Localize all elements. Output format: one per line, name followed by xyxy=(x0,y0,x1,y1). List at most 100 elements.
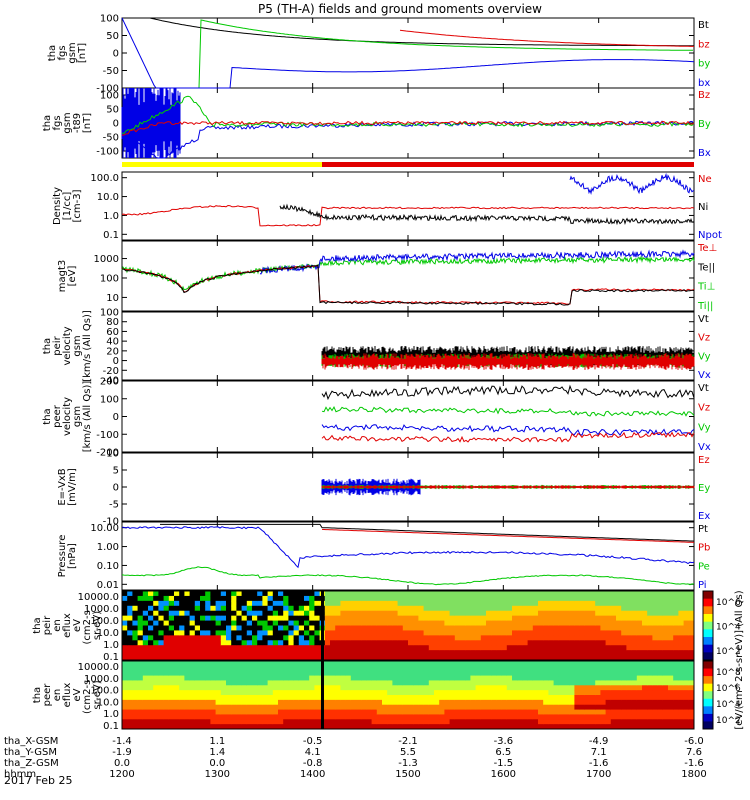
region-bar-red xyxy=(322,162,694,167)
y-tick-label: 100 xyxy=(100,394,119,405)
colorbar-label: [eV/(cm^2-s-sr-eV)] (All Qs) xyxy=(734,590,745,729)
y-axis-label: (cm2-s- xyxy=(82,676,93,714)
legend-entry: Bt xyxy=(698,20,709,31)
legend-entry: bx xyxy=(698,78,710,89)
y-axis-label: tha xyxy=(32,687,43,703)
colorbar-tick: 10^2 xyxy=(716,647,741,657)
panel-temperature: 1000 100 10 magt3 [eV] Te⊥ Te|| Ti⊥ Ti|| xyxy=(57,240,717,312)
y-tick-label: 1000.0 xyxy=(84,674,119,685)
legend-entry: Pt xyxy=(698,524,708,535)
y-axis-label: en xyxy=(52,689,63,702)
legend-entry: Bx xyxy=(698,148,711,159)
y-tick-label: 100 xyxy=(100,308,119,319)
y-tick-label: 0 xyxy=(113,49,119,60)
legend-entry: Vx xyxy=(698,370,711,381)
y-tick-label: 50 xyxy=(106,105,119,116)
y-tick-label: 0.1 xyxy=(103,721,119,732)
panel-frame xyxy=(121,171,695,241)
y-axis-label: magt3 xyxy=(57,260,68,293)
series-Ne xyxy=(121,204,695,227)
y-axis-label: gsm xyxy=(62,112,73,133)
legend-entry: Ey xyxy=(698,483,710,494)
y-tick-label: -5 xyxy=(109,500,119,511)
series-Pe xyxy=(121,566,695,586)
series-by xyxy=(185,19,693,89)
y-axis-label: peir xyxy=(52,335,63,355)
y-tick-label: -200 xyxy=(96,448,119,459)
y-tick-label: 10 xyxy=(106,449,119,460)
y-axis-label: tha xyxy=(42,408,53,424)
y-tick-label: 0.1 xyxy=(103,652,119,663)
y-axis-label: fgs xyxy=(52,115,63,130)
colorbar-tick: 10^8 xyxy=(716,668,741,678)
y-axis-label: E=-VxB xyxy=(57,468,68,505)
legend-entry: Bz xyxy=(698,90,710,101)
series-Pi xyxy=(121,526,695,569)
y-axis-label: [cm-3] xyxy=(72,189,83,222)
x-row-label: tha_Y-GSM xyxy=(4,747,57,758)
legend-entry: Te⊥ xyxy=(697,243,717,254)
y-axis-label: peer xyxy=(52,404,63,428)
panel-density: 100.0 10.0 1.0 0.1 Density [1/cc] [cm-3] Ne Ni Np… xyxy=(52,171,722,241)
y-tick-label: 100.0 xyxy=(90,616,119,627)
panel-frame xyxy=(121,240,695,312)
y-tick-label: 10000.0 xyxy=(78,662,119,673)
y-tick-label: 20 xyxy=(106,346,119,357)
panel-frame xyxy=(121,380,695,453)
y-axis-label: velocity xyxy=(62,397,73,436)
legend-entry: Vt xyxy=(698,383,709,394)
y-axis-label: [1/cc] xyxy=(62,192,73,221)
x-tick-label: 5.5 xyxy=(400,747,416,758)
y-tick-label: 10.00 xyxy=(90,523,119,534)
y-axis-label: [nPa] xyxy=(67,543,78,569)
y-axis-label: fgs xyxy=(57,45,68,60)
series-Vt2 xyxy=(321,384,695,401)
series-Ni xyxy=(279,203,695,226)
spectrogram-colorbar: 10^6 10^4 10^2 10^8 10^6 10^4 10^2[eV/(cm^2-s-… xyxy=(702,590,745,730)
colorbar-tick: 10^4 xyxy=(716,700,741,710)
x-tick-label: 4.1 xyxy=(305,747,321,758)
y-tick-label: 0 xyxy=(113,356,119,367)
series-Bz xyxy=(121,120,695,136)
y-axis-label: eflux xyxy=(62,613,73,638)
x-tick-label: -0.5 xyxy=(303,736,323,747)
y-axis-label: tha xyxy=(32,617,43,633)
chart-title: P5 (TH-A) fields and ground moments over… xyxy=(258,2,542,16)
colorbar-tick: 10^4 xyxy=(716,623,741,633)
y-tick-label: 1.0 xyxy=(103,640,119,651)
legend-entry: Vz xyxy=(698,333,710,344)
legend-entry: By xyxy=(698,119,711,130)
x-tick-label: -1.6 xyxy=(589,758,609,769)
series-Vx2 xyxy=(321,423,695,436)
x-tick-label: 1700 xyxy=(586,769,611,780)
y-tick-label: 0 xyxy=(113,412,119,423)
colorbar-tick: 10^6 xyxy=(716,684,741,694)
x-tick-label: 1400 xyxy=(300,769,325,780)
y-axis-label: [eV] xyxy=(67,266,78,287)
y-axis-label: [km/s (All Qs)] xyxy=(82,381,93,453)
colorbar-tick: 10^6 xyxy=(716,598,741,608)
series-Pb xyxy=(321,528,695,543)
panel-fgs-gsm: 100 50 0 -50 -100 tha fgs gsm [nT] Bt bz by bx xyxy=(47,14,710,95)
series-Pt xyxy=(160,523,695,542)
y-tick-label: -10 xyxy=(103,517,119,528)
legend-entry: Vz xyxy=(698,403,710,414)
x-row-label: tha_Z-GSM xyxy=(4,758,59,769)
x-tick-label: 1200 xyxy=(109,769,134,780)
y-tick-label: 100 xyxy=(100,91,119,102)
y-axis-label: Density xyxy=(52,187,63,225)
y-axis-label: sr-eV) xyxy=(92,611,103,640)
y-tick-label: 100 xyxy=(100,14,119,25)
y-tick-label: 1.0 xyxy=(103,211,119,222)
y-tick-label: 10000.0 xyxy=(78,592,119,603)
y-axis-label: gsm xyxy=(67,42,78,63)
y-axis-label: [nT] xyxy=(82,113,93,133)
panel-frame xyxy=(121,311,695,381)
y-tick-label: 10.0 xyxy=(97,628,119,639)
panel-pressure: 10.00 1.00 0.10 0.01 Pressure [nPa] Pt Pb Pe Pi xyxy=(57,521,710,591)
x-tick-label: 7.6 xyxy=(686,747,702,758)
y-axis-label: eV xyxy=(72,619,83,632)
series-bx xyxy=(121,17,695,89)
x-tick-label: -1.9 xyxy=(112,747,132,758)
